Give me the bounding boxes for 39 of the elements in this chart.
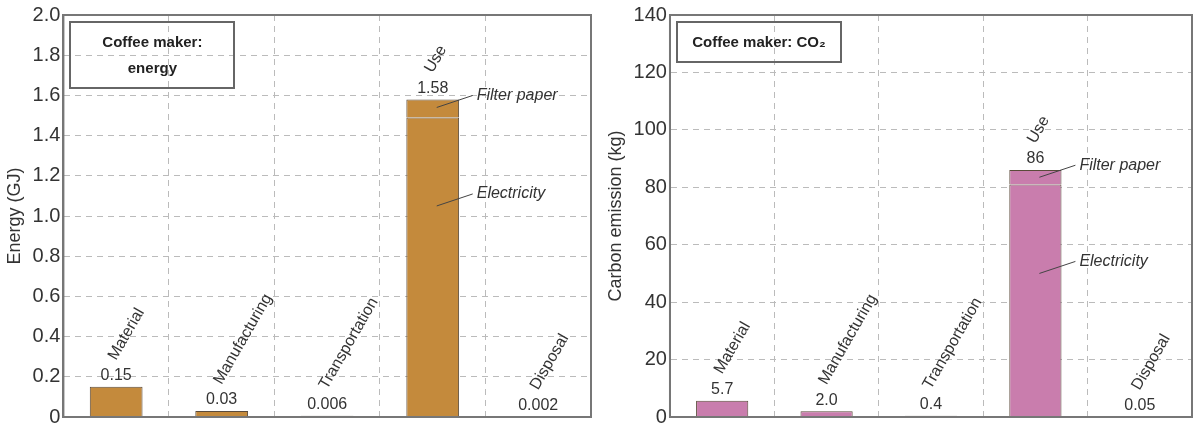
total-label: 0.03 <box>206 390 238 408</box>
y-axis-title: Energy (GJ) <box>3 167 24 265</box>
annotation: Electricity <box>1079 251 1149 269</box>
y-tick-label: 1.4 <box>32 123 61 146</box>
text: Coffee maker: energy <box>69 21 236 89</box>
y-axis-title: Carbon emission (kg) <box>604 130 625 302</box>
y-tick-label: 120 <box>633 59 667 82</box>
total-label: 2.0 <box>815 390 838 408</box>
annotation: Electricity <box>476 184 547 202</box>
y-tick-label: 140 <box>633 2 667 25</box>
total-label: 0.4 <box>919 395 943 413</box>
y-tick-label: 0.8 <box>32 243 61 266</box>
y-tick-label: 0 <box>655 404 667 427</box>
text: Coffee maker: CO₂ <box>675 21 842 63</box>
y-tick-label: 0 <box>49 404 61 427</box>
y-tick-label: 2.0 <box>32 2 61 25</box>
total-label: 0.15 <box>100 366 132 384</box>
y-tick-label: 1.2 <box>32 163 61 186</box>
annotation: Filter paper <box>476 85 559 103</box>
y-tick-label: 0.6 <box>32 283 61 306</box>
y-tick-label: 40 <box>644 289 667 312</box>
y-tick-label: 20 <box>644 347 667 370</box>
y-tick-label: 100 <box>633 117 667 140</box>
y-tick-label: 1.6 <box>32 82 61 105</box>
total-label: 1.58 <box>417 78 449 96</box>
total-label: 86 <box>1026 149 1045 167</box>
y-tick-label: 1.0 <box>32 203 61 226</box>
x-tick-label: Use <box>1023 112 1053 146</box>
y-tick-label: 60 <box>644 232 667 255</box>
y-tick-label: 1.8 <box>32 42 61 65</box>
y-tick-label: 0.2 <box>32 364 61 387</box>
total-label: 5.7 <box>711 380 734 398</box>
x-tick-label: Use <box>420 41 450 76</box>
y-tick-label: 0.4 <box>32 324 61 347</box>
total-label: 0.05 <box>1124 396 1156 414</box>
y-tick-label: 80 <box>644 174 667 197</box>
annotation: Filter paper <box>1079 155 1161 173</box>
total-label: 0.006 <box>307 395 348 413</box>
total-label: 0.002 <box>518 396 559 413</box>
